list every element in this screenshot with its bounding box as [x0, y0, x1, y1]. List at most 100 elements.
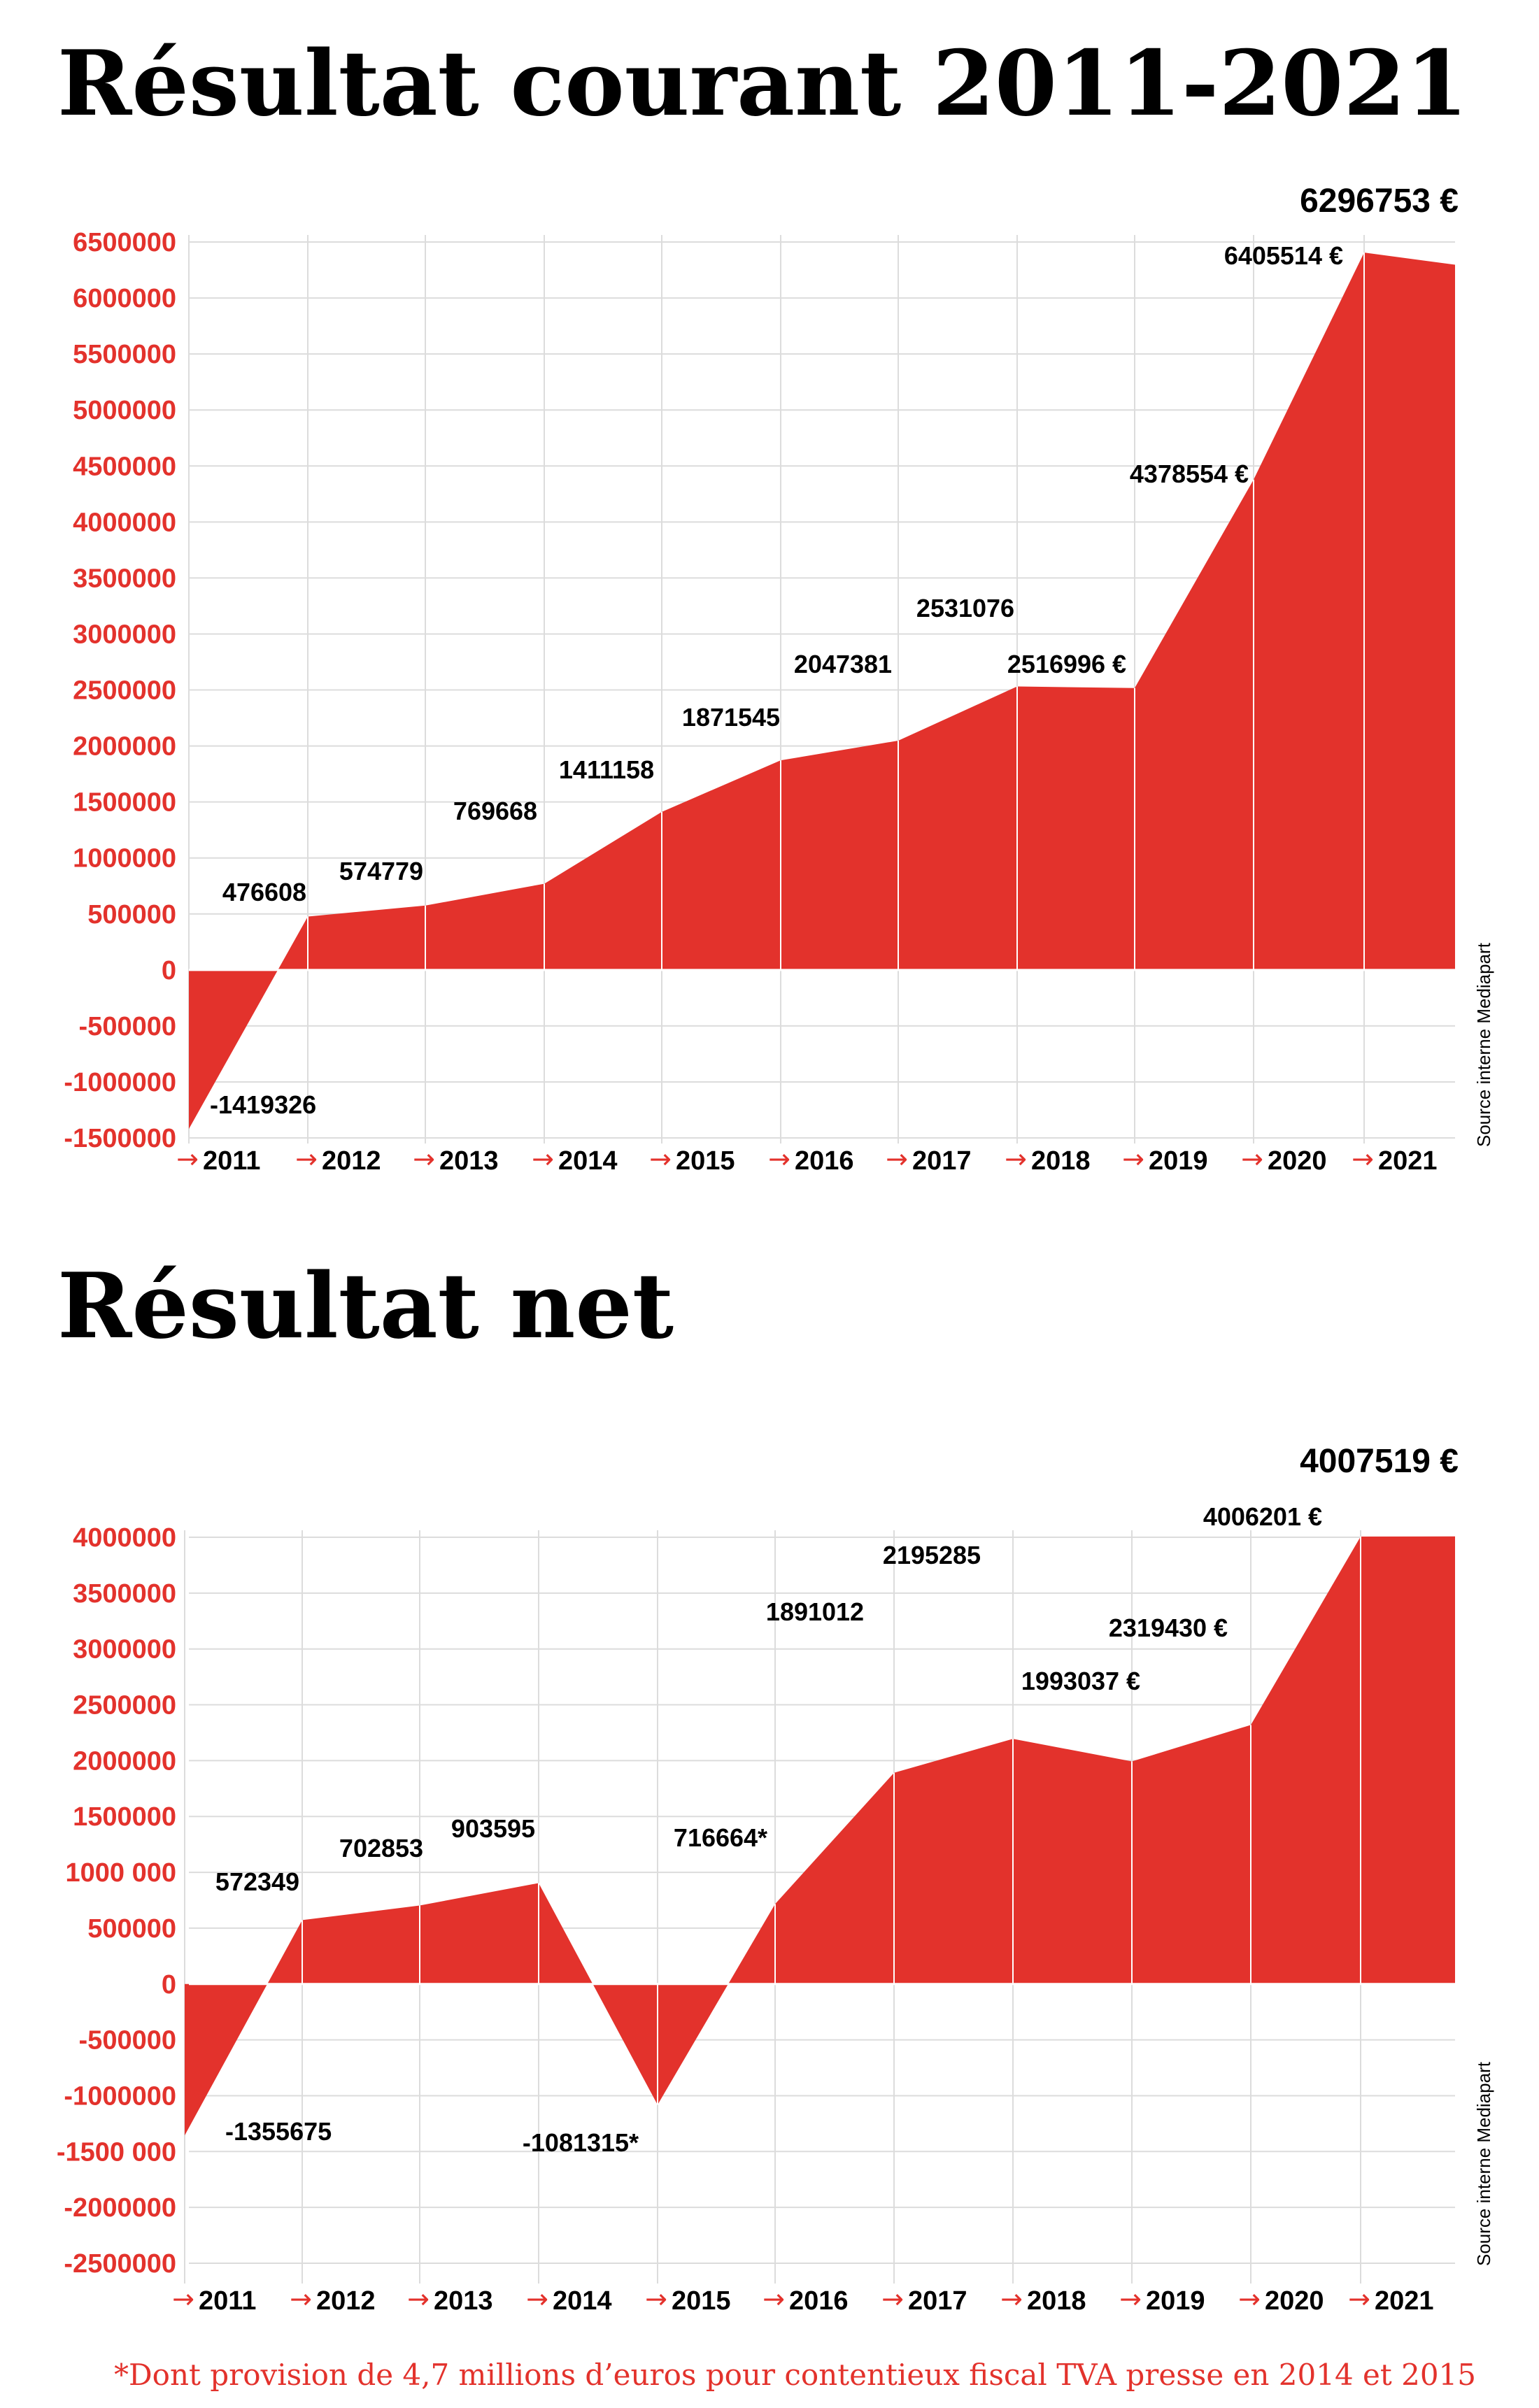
- y-tick-label: 0: [162, 1970, 176, 2000]
- arrow-icon: →: [413, 1144, 435, 1174]
- arrow-icon: →: [1241, 1144, 1263, 1174]
- y-tick-label: 3500000: [73, 564, 176, 593]
- x-tick-label: 2011: [203, 1146, 260, 1176]
- x-tick-label: 2021: [1378, 1146, 1438, 1176]
- data-label: -1419326: [210, 1090, 316, 1119]
- data-label: 2531076: [916, 594, 1014, 622]
- data-label: 769668: [453, 797, 537, 825]
- y-tick-label: 0: [162, 956, 176, 985]
- x-tick-label: 2013: [434, 2286, 493, 2316]
- y-tick-label: 500000: [87, 1914, 176, 1944]
- x-tick-label: 2019: [1146, 2286, 1205, 2316]
- x-tick-label: 2018: [1027, 2286, 1086, 2316]
- area-series: [189, 252, 1455, 1130]
- data-label: 2516996 €: [1007, 650, 1126, 678]
- y-tick-label: 2000000: [73, 1746, 176, 1776]
- y-tick-label: 5500000: [73, 340, 176, 369]
- source-note: Source interne Mediapart: [1473, 942, 1494, 1147]
- chart-2-title: Résultat net: [57, 1254, 674, 1359]
- arrow-icon: →: [768, 1144, 790, 1174]
- y-tick-label: 1500000: [73, 788, 176, 818]
- arrow-icon: →: [1238, 2284, 1261, 2314]
- y-tick-label: 4000000: [73, 1523, 176, 1553]
- arrow-icon: →: [526, 2284, 548, 2314]
- y-tick-label: -500000: [79, 2026, 176, 2056]
- arrow-icon: →: [172, 2284, 194, 2314]
- x-tick-label: 2021: [1375, 2286, 1434, 2316]
- source-note: Source interne Mediapart: [1473, 2061, 1494, 2266]
- arrow-icon: →: [1119, 2284, 1142, 2314]
- data-label: 2047381: [794, 650, 892, 678]
- arrow-icon: →: [290, 2284, 312, 2314]
- y-tick-label: 2500000: [73, 676, 176, 706]
- data-label: 1411158: [559, 755, 654, 784]
- chart-1-resultat-courant: 6500000600000055000005000000450000040000…: [64, 183, 1494, 1176]
- data-label: 2319430 €: [1109, 1613, 1228, 1642]
- y-tick-label: -1500000: [64, 1124, 176, 1153]
- x-tick-label: 2017: [912, 1146, 972, 1176]
- chart-1-title: Résultat courant 2011-2021: [57, 31, 1468, 136]
- y-tick-label: 500000: [87, 900, 176, 929]
- arrow-icon: →: [1122, 1144, 1144, 1174]
- data-label: 6405514 €: [1224, 241, 1343, 270]
- arrow-icon: →: [532, 1144, 554, 1174]
- data-label: 1993037 €: [1021, 1667, 1140, 1695]
- footnote: *Dont provision de 4,7 millions d’euros …: [114, 2358, 1476, 2392]
- x-tick-label: 2014: [558, 1146, 618, 1176]
- y-tick-label: 3000000: [73, 620, 176, 649]
- x-tick-label: 2020: [1265, 2286, 1324, 2316]
- y-tick-label: -2000000: [64, 2193, 176, 2223]
- arrow-icon: →: [649, 1144, 672, 1174]
- chart-2-resultat-net: 4000000 3500000 3000000 2500000 2000000 15000…: [57, 1443, 1494, 2316]
- y-tick-label: -2500000: [64, 2249, 176, 2279]
- final-value-label: 6296753 €: [1300, 183, 1459, 220]
- y-tick-label: -1000000: [64, 1068, 176, 1097]
- y-tick-label: -1500 000: [57, 2137, 176, 2167]
- data-label: 1891012: [766, 1597, 864, 1626]
- arrow-icon: →: [645, 2284, 667, 2314]
- data-label: -1355675: [225, 2117, 332, 2146]
- data-label: 2195285: [883, 1541, 981, 1569]
- arrow-icon: →: [407, 2284, 430, 2314]
- x-tick-label: 2017: [908, 2286, 967, 2316]
- data-label: 716664*: [674, 1823, 767, 1852]
- y-tick-label: 2000000: [73, 732, 176, 762]
- x-tick-label: 2015: [676, 1146, 735, 1176]
- data-label: 4006201 €: [1203, 1502, 1322, 1531]
- data-label: 574779: [339, 857, 423, 885]
- x-tick-label: 2011: [199, 2286, 256, 2316]
- arrow-icon: →: [1000, 2284, 1023, 2314]
- x-tick-label: 2012: [316, 2286, 376, 2316]
- data-label: 903595: [451, 1814, 535, 1843]
- data-label: 4378554 €: [1130, 459, 1249, 488]
- arrow-icon: →: [1352, 1144, 1374, 1174]
- arrow-icon: →: [763, 2284, 785, 2314]
- y-tick-label: 3000000: [73, 1635, 176, 1665]
- y-tick-label: 1500000: [73, 1802, 176, 1832]
- y-tick-label: -1000000: [64, 2081, 176, 2111]
- y-tick-label: 6000000: [73, 284, 176, 313]
- data-label: 1871545: [682, 703, 780, 732]
- x-tick-label: 2012: [322, 1146, 381, 1176]
- x-tick-label: 2014: [553, 2286, 612, 2316]
- arrow-icon: →: [1005, 1144, 1027, 1174]
- arrow-icon: →: [881, 2284, 904, 2314]
- data-label: 572349: [215, 1867, 299, 1896]
- arrow-icon: →: [295, 1144, 318, 1174]
- arrow-icon: →: [1348, 2284, 1370, 2314]
- x-tick-label: 2019: [1149, 1146, 1208, 1176]
- final-value-label: 4007519 €: [1300, 1443, 1459, 1480]
- y-tick-label: 6500000: [73, 228, 176, 257]
- y-tick-label: 4500000: [73, 452, 176, 481]
- x-tick-label: 2015: [672, 2286, 731, 2316]
- x-tick-label: 2020: [1268, 1146, 1327, 1176]
- y-tick-label: 4000000: [73, 508, 176, 537]
- y-tick-label: -500000: [79, 1012, 176, 1041]
- arrow-icon: →: [176, 1144, 199, 1174]
- x-tick-label: 2016: [795, 1146, 854, 1176]
- area-series: [185, 1536, 1455, 2136]
- y-tick-label: 2500000: [73, 1691, 176, 1720]
- arrow-icon: →: [886, 1144, 908, 1174]
- y-tick-label: 3500000: [73, 1579, 176, 1609]
